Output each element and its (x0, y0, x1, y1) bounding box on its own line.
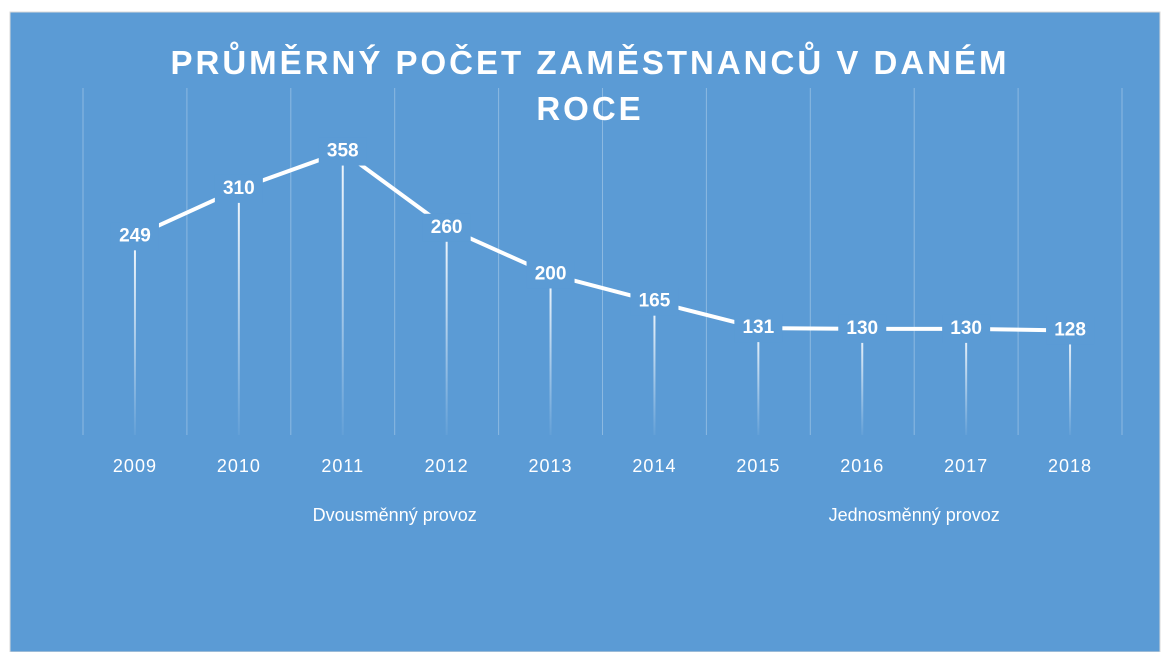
x-tick-label: 2013 (529, 456, 573, 476)
drop-line (1069, 330, 1072, 435)
data-label: 358 (327, 141, 359, 162)
data-label-background (1046, 316, 1095, 345)
data-label-background (318, 137, 367, 166)
x-tick-label: 2012 (425, 456, 469, 476)
data-label: 128 (1054, 319, 1086, 340)
data-label: 260 (431, 217, 463, 238)
x-tick-label: 2016 (840, 456, 884, 476)
drop-line (549, 274, 552, 435)
drop-line (757, 328, 760, 435)
data-label: 310 (223, 178, 255, 199)
group-label: Dvousměnný provoz (313, 505, 477, 525)
x-tick-label: 2014 (632, 456, 676, 476)
data-label: 130 (846, 318, 878, 339)
x-tick-label: 2018 (1048, 456, 1092, 476)
x-tick-label: 2017 (944, 456, 988, 476)
data-label: 130 (950, 318, 982, 339)
data-label: 165 (639, 291, 671, 312)
group-label: Jednosměnný provoz (829, 505, 1000, 525)
drop-line (861, 328, 864, 435)
chart-title: PRŮMĚRNÝ POČET ZAMĚSTNANCŮ V DANÉM ROCE (170, 44, 1010, 127)
x-tick-label: 2015 (736, 456, 780, 476)
data-label-background (942, 314, 991, 343)
drop-line (965, 328, 968, 435)
data-label-background (110, 222, 159, 251)
data-label-background (422, 213, 471, 242)
drop-line (341, 151, 344, 436)
x-tick-label: 2010 (217, 456, 261, 476)
drop-line (653, 301, 656, 435)
data-label-background (526, 260, 575, 289)
data-label: 131 (742, 317, 774, 338)
data-line (134, 149, 1071, 333)
data-label-background (838, 314, 887, 343)
drop-line (133, 236, 136, 435)
drop-line (445, 227, 448, 435)
x-tick-label: 2011 (321, 456, 364, 476)
data-label-background (630, 287, 679, 316)
x-tick-label: 2009 (113, 456, 157, 476)
data-label-background (214, 174, 263, 203)
drop-line (237, 188, 240, 435)
data-label-background (734, 314, 783, 343)
data-label: 200 (535, 263, 567, 284)
data-label: 249 (119, 225, 151, 246)
